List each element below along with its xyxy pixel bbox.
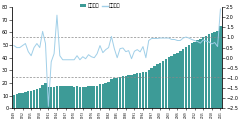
Bar bbox=[76, 86, 78, 108]
Bar bbox=[56, 86, 58, 108]
Bar bbox=[84, 87, 87, 108]
Bar bbox=[179, 51, 181, 108]
Bar bbox=[50, 87, 52, 108]
Bar bbox=[127, 75, 130, 108]
Bar bbox=[64, 86, 67, 108]
Bar bbox=[130, 75, 133, 108]
Bar bbox=[119, 77, 121, 108]
Bar bbox=[39, 88, 41, 108]
Bar bbox=[162, 61, 164, 108]
Bar bbox=[36, 89, 38, 108]
Bar bbox=[27, 91, 30, 108]
Bar bbox=[136, 73, 138, 108]
Bar bbox=[122, 76, 124, 108]
Bar bbox=[99, 84, 101, 108]
Bar bbox=[150, 68, 153, 108]
Bar bbox=[104, 83, 107, 108]
Bar bbox=[208, 34, 210, 108]
Bar bbox=[21, 93, 24, 108]
Bar bbox=[102, 84, 104, 108]
Bar bbox=[47, 87, 50, 108]
Bar bbox=[107, 82, 110, 108]
Bar bbox=[70, 86, 72, 108]
Bar bbox=[153, 66, 156, 108]
Bar bbox=[82, 87, 84, 108]
Bar bbox=[53, 87, 55, 108]
Bar bbox=[165, 59, 167, 108]
Bar bbox=[145, 72, 147, 108]
Bar bbox=[125, 76, 127, 108]
Bar bbox=[205, 36, 207, 108]
Bar bbox=[67, 86, 70, 108]
Bar bbox=[193, 42, 196, 108]
Bar bbox=[18, 93, 21, 108]
Bar bbox=[13, 95, 15, 108]
Bar bbox=[170, 56, 173, 108]
Bar bbox=[24, 92, 27, 108]
Bar bbox=[188, 45, 190, 108]
Bar bbox=[196, 40, 199, 108]
Bar bbox=[61, 86, 64, 108]
Bar bbox=[148, 70, 150, 108]
Bar bbox=[113, 78, 115, 108]
Bar bbox=[142, 72, 144, 108]
Bar bbox=[139, 73, 141, 108]
Bar bbox=[16, 94, 18, 108]
Bar bbox=[156, 64, 159, 108]
Bar bbox=[173, 54, 176, 108]
Bar bbox=[116, 78, 118, 108]
Bar bbox=[90, 86, 93, 108]
Bar bbox=[41, 85, 44, 108]
Bar bbox=[211, 33, 213, 108]
Bar bbox=[33, 90, 35, 108]
Bar bbox=[216, 31, 219, 108]
Bar bbox=[96, 86, 98, 108]
Bar bbox=[191, 43, 193, 108]
Bar bbox=[110, 79, 113, 108]
Bar bbox=[30, 91, 32, 108]
Bar bbox=[214, 32, 216, 108]
Bar bbox=[133, 74, 136, 108]
Bar bbox=[185, 47, 187, 108]
Bar bbox=[44, 83, 47, 108]
Bar bbox=[219, 26, 222, 108]
Bar bbox=[199, 39, 202, 108]
Bar bbox=[168, 57, 170, 108]
Bar bbox=[79, 87, 81, 108]
Bar bbox=[93, 86, 96, 108]
Bar bbox=[159, 63, 162, 108]
Bar bbox=[73, 87, 75, 108]
Bar bbox=[87, 86, 90, 108]
Bar bbox=[182, 49, 184, 108]
Bar bbox=[59, 86, 61, 108]
Bar bbox=[176, 53, 179, 108]
Legend: 城市化率, 増长幅度: 城市化率, 増长幅度 bbox=[78, 1, 123, 10]
Bar bbox=[202, 37, 204, 108]
